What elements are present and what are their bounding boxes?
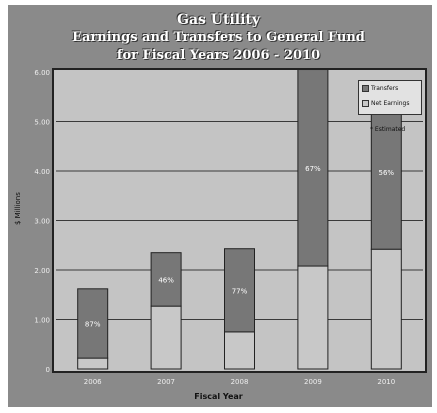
bar-net-earnings: [370, 248, 402, 370]
x-tick-label: 2009: [304, 378, 322, 386]
legend-label-net-earnings: Net Earnings: [371, 100, 410, 107]
bar-transfers: [297, 69, 329, 267]
chart-subtitle: Earnings and Transfers to General Fund: [72, 30, 365, 45]
x-tick-label: 2006: [84, 378, 102, 386]
legend-swatch-net-earnings: [362, 100, 369, 107]
y-axis-label: $ Millions: [14, 192, 22, 225]
legend-label-transfers: Transfers: [371, 85, 399, 92]
transfer-percent-label: 46%: [158, 276, 174, 284]
transfer-percent-label: 87%: [85, 320, 101, 328]
bar-net-earnings: [77, 357, 109, 370]
bar-transfers: [370, 94, 402, 250]
bar-transfers: [77, 288, 109, 359]
x-tick-label: 2007: [157, 378, 175, 386]
chart-title: Gas Utility: [176, 12, 260, 28]
estimated-note: * Estimated: [370, 126, 406, 133]
transfer-percent-label: 77%: [232, 287, 248, 295]
x-tick-label: 2008: [231, 378, 249, 386]
bar-net-earnings: [297, 265, 329, 370]
y-tick-label: 3.00: [34, 218, 50, 226]
y-tick-label: 2.00: [34, 267, 50, 275]
legend-swatch-transfers: [362, 85, 369, 92]
bar-transfers: [150, 252, 182, 307]
y-tick-label: 6.00: [34, 69, 50, 77]
chart-period: for Fiscal Years 2006 - 2010: [116, 48, 321, 63]
x-tick-label: 2010: [377, 378, 395, 386]
legend-item-net-earnings: Net Earnings: [359, 96, 421, 111]
transfer-percent-label: 56%: [379, 169, 395, 177]
y-tick-label: 1.00: [34, 317, 50, 325]
y-tick-label: 0: [46, 366, 50, 374]
bar-net-earnings: [224, 331, 255, 370]
transfer-percent-label: 67%: [305, 165, 321, 173]
legend: Transfers Net Earnings: [358, 80, 422, 115]
y-tick-label: 5.00: [34, 119, 50, 127]
bar-transfers: [224, 248, 255, 333]
x-axis-label: Fiscal Year: [194, 392, 243, 401]
legend-item-transfers: Transfers: [359, 81, 421, 96]
bar-net-earnings: [150, 305, 182, 370]
y-tick-label: 4.00: [34, 168, 50, 176]
